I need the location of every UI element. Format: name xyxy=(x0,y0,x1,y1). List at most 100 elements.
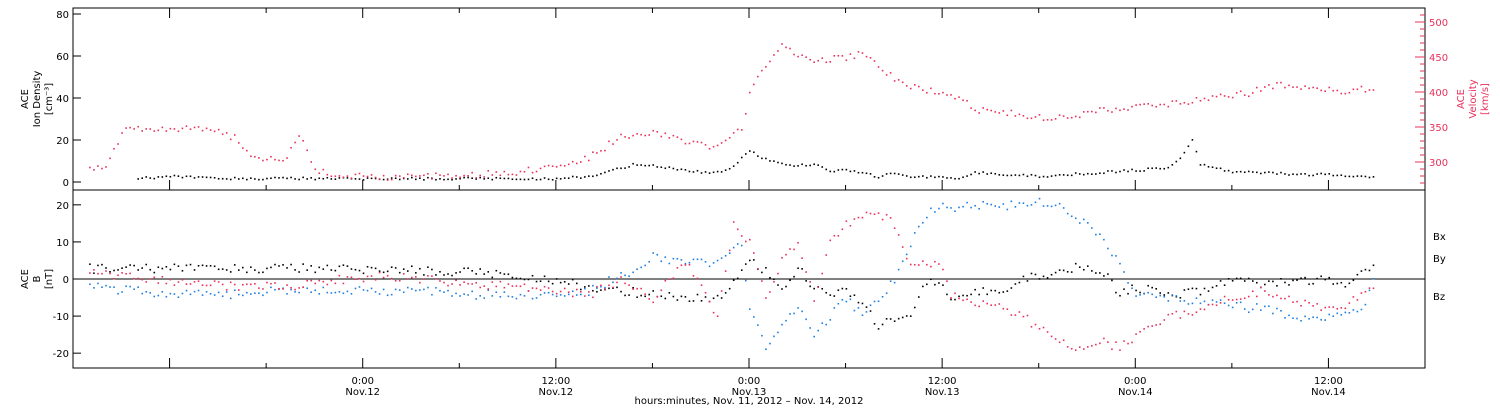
field-ytick-label: -10 xyxy=(53,312,69,323)
density-point-1-18-3 xyxy=(600,150,602,152)
field-ytick-label: -20 xyxy=(53,349,69,360)
density-point-0-33-4 xyxy=(1022,173,1025,176)
field-point-0-19-0 xyxy=(781,288,783,290)
field-point-0-47-1 xyxy=(1300,277,1302,279)
field-point-1-35-3 xyxy=(1034,201,1037,204)
field-point-0-23-3 xyxy=(857,301,860,304)
field-point-0-45-4 xyxy=(1247,277,1250,280)
field-point-0-15-1 xyxy=(720,297,723,299)
field-point-2-12-1 xyxy=(624,282,626,285)
field-point-1-46-5 xyxy=(1251,308,1254,311)
field-point-0-7-1 xyxy=(431,268,433,271)
density-point-1-14-3 xyxy=(471,171,473,174)
field-point-0-18-0 xyxy=(765,266,767,269)
field-point-0-33-0 xyxy=(1006,290,1009,292)
field-point-0-44-3 xyxy=(1211,286,1214,289)
density-point-1-23-2 xyxy=(692,140,695,143)
field-point-2-45-5 xyxy=(1251,290,1254,293)
field-point-2-4-6 xyxy=(306,279,308,282)
field-point-1-47-4 xyxy=(1280,309,1282,312)
field-point-2-49-2 xyxy=(1352,296,1355,298)
field-point-0-13-3 xyxy=(664,297,667,300)
density-point-1-9-1 xyxy=(302,139,304,142)
density-point-1-11-2 xyxy=(338,175,341,177)
density-point-0-34-2 xyxy=(1046,176,1049,178)
density-point-1-11-4 xyxy=(346,175,349,177)
density-point-1-3-3 xyxy=(165,130,168,132)
field-point-0-45-6 xyxy=(1256,281,1258,284)
field-point-1-28-1 xyxy=(913,232,916,234)
density-point-1-43-5 xyxy=(1091,110,1093,113)
density-point-1-12-8 xyxy=(394,174,397,177)
density-point-1-31-6 xyxy=(837,54,840,57)
field-point-1-33-2 xyxy=(998,206,1001,208)
field-point-0-50-2 xyxy=(1368,269,1371,272)
density-point-0-45-3 xyxy=(1340,174,1343,177)
field-point-2-39-0 xyxy=(1103,337,1105,340)
field-point-1-4-2 xyxy=(290,288,292,291)
x-tick-time: 0:00 xyxy=(351,376,373,387)
density-point-1-15-0 xyxy=(507,173,510,176)
density-point-1-41-4 xyxy=(1022,115,1025,117)
field-point-0-14-7 xyxy=(712,297,715,300)
density-point-1-29-2 xyxy=(789,47,791,50)
field-point-0-9-4 xyxy=(539,280,542,283)
field-point-1-12-3 xyxy=(632,271,634,274)
density-point-0-15-2 xyxy=(692,171,695,173)
density-point-1-2-5 xyxy=(141,130,144,132)
density-point-0-43-3 xyxy=(1276,173,1278,175)
field-point-1-45-0 xyxy=(1199,302,1202,305)
field-point-1-20-1 xyxy=(785,319,787,322)
field-point-2-32-0 xyxy=(990,304,993,306)
density-point-0-35-5 xyxy=(1091,173,1093,176)
density-point-0-29-6 xyxy=(934,176,936,179)
field-point-1-49-2 xyxy=(1336,312,1339,315)
density-point-0-36-2 xyxy=(1111,170,1113,172)
field-point-1-5-10 xyxy=(370,287,373,290)
density-point-1-10-3 xyxy=(326,173,329,176)
field-point-2-42-3 xyxy=(1163,319,1166,321)
field-point-2-12-7 xyxy=(648,298,651,300)
density-point-1-24-1 xyxy=(704,144,707,146)
density-point-0-36-0 xyxy=(1103,172,1105,175)
density-point-0-36-7 xyxy=(1131,168,1133,171)
field-point-2-14-5 xyxy=(704,291,707,294)
density-point-0-14-3 xyxy=(664,167,667,170)
density-point-1-41-0 xyxy=(1006,114,1009,117)
field-point-2-48-0 xyxy=(1328,306,1331,308)
density-point-1-15-6 xyxy=(531,171,534,174)
field-point-0-43-0 xyxy=(1167,292,1170,294)
density-point-0-29-5 xyxy=(930,175,932,177)
density-point-0-0-6 xyxy=(161,176,164,178)
density-point-0-3-4 xyxy=(282,176,284,179)
density-point-0-9-4 xyxy=(571,175,574,178)
field-point-1-51-3 xyxy=(1372,277,1375,280)
density-point-0-31-0 xyxy=(958,177,960,180)
field-point-1-18-0 xyxy=(749,308,751,310)
field-point-2-47-5 xyxy=(1316,303,1318,305)
field-point-1-6-11 xyxy=(423,288,425,291)
density-point-0-28-2 xyxy=(901,174,904,176)
density-point-0-4-3 xyxy=(326,176,329,179)
field-point-0-7-11 xyxy=(471,269,473,272)
field-point-1-21-0 xyxy=(797,307,799,309)
field-point-2-20-2 xyxy=(805,271,807,273)
field-point-2-19-2 xyxy=(789,248,791,250)
field-point-2-2-0 xyxy=(185,283,188,285)
field-point-0-30-4 xyxy=(966,294,968,297)
field-point-1-2-4 xyxy=(201,294,204,296)
field-point-1-8-2 xyxy=(483,297,486,299)
field-point-0-10-2 xyxy=(563,280,566,283)
field-point-1-28-2 xyxy=(918,225,920,228)
density-point-1-41-3 xyxy=(1018,113,1021,116)
field-point-2-49-1 xyxy=(1348,302,1351,304)
field-point-0-30-5 xyxy=(970,293,972,296)
field-point-0-1-8 xyxy=(169,268,172,271)
density-point-1-48-3 xyxy=(1243,94,1246,96)
field-point-2-39-3 xyxy=(1115,341,1117,343)
field-point-2-1-3 xyxy=(149,278,152,280)
field-point-1-44-0 xyxy=(1167,300,1170,302)
field-point-1-14-6 xyxy=(676,258,679,260)
density-point-0-6-1 xyxy=(415,178,417,181)
field-point-2-7-11 xyxy=(471,283,473,285)
